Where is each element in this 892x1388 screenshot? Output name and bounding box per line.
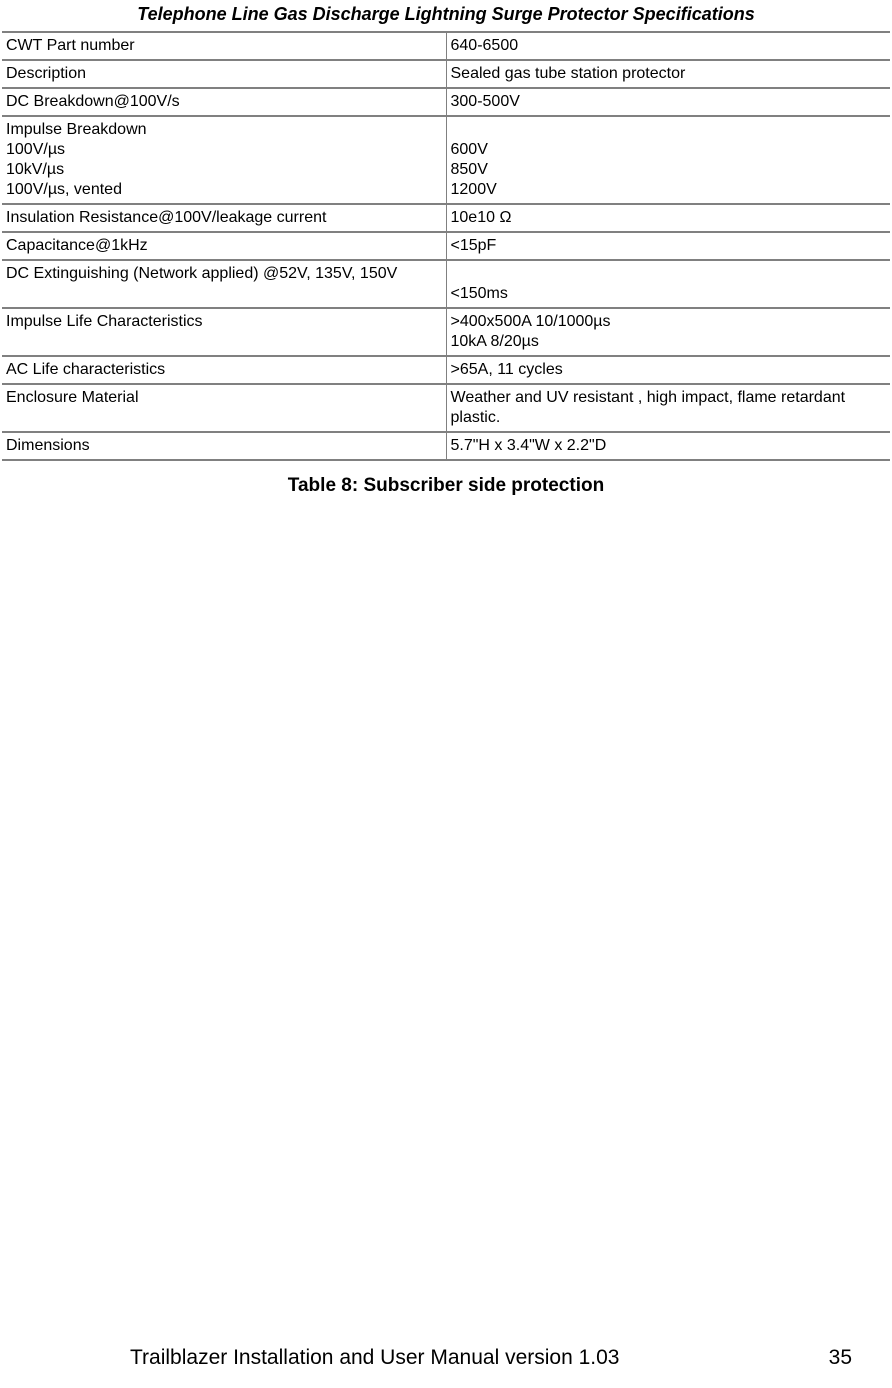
spec-label: Dimensions bbox=[2, 432, 446, 460]
spec-value: 640-6500 bbox=[446, 33, 890, 60]
table-row: Impulse Life Characteristics>400x500A 10… bbox=[2, 308, 890, 356]
table-row: Dimensions5.7"H x 3.4"W x 2.2"D bbox=[2, 432, 890, 460]
table-caption: Table 8: Subscriber side protection bbox=[2, 461, 890, 497]
spec-value: <15pF bbox=[446, 232, 890, 260]
spec-label: Description bbox=[2, 60, 446, 88]
table-row: AC Life characteristics>65A, 11 cycles bbox=[2, 356, 890, 384]
spec-label: DC Extinguishing (Network applied) @52V,… bbox=[2, 260, 446, 308]
spec-label: Insulation Resistance@100V/leakage curre… bbox=[2, 204, 446, 232]
spec-label: Impulse Life Characteristics bbox=[2, 308, 446, 356]
table-row: Insulation Resistance@100V/leakage curre… bbox=[2, 204, 890, 232]
spec-label: Impulse Breakdown 100V/µs 10kV/µs 100V/µ… bbox=[2, 116, 446, 204]
spec-value: <150ms bbox=[446, 260, 890, 308]
spec-label: CWT Part number bbox=[2, 33, 446, 60]
spec-label: AC Life characteristics bbox=[2, 356, 446, 384]
table-title: Telephone Line Gas Discharge Lightning S… bbox=[2, 0, 890, 33]
table-row: DC Extinguishing (Network applied) @52V,… bbox=[2, 260, 890, 308]
table-row: Capacitance@1kHz<15pF bbox=[2, 232, 890, 260]
spec-value: 10e10 Ω bbox=[446, 204, 890, 232]
footer-page-number: 35 bbox=[829, 1346, 852, 1370]
footer-text: Trailblazer Installation and User Manual… bbox=[130, 1346, 619, 1370]
table-row: DC Breakdown@100V/s300-500V bbox=[2, 88, 890, 116]
spec-label: Enclosure Material bbox=[2, 384, 446, 432]
spec-value: Sealed gas tube station protector bbox=[446, 60, 890, 88]
spec-label: DC Breakdown@100V/s bbox=[2, 88, 446, 116]
table-row: CWT Part number640-6500 bbox=[2, 33, 890, 60]
specifications-table: CWT Part number640-6500DescriptionSealed… bbox=[2, 33, 890, 461]
page-footer: Trailblazer Installation and User Manual… bbox=[0, 1346, 892, 1370]
spec-value: >65A, 11 cycles bbox=[446, 356, 890, 384]
table-row: Impulse Breakdown 100V/µs 10kV/µs 100V/µ… bbox=[2, 116, 890, 204]
spec-value: Weather and UV resistant , high impact, … bbox=[446, 384, 890, 432]
spec-value: 5.7"H x 3.4"W x 2.2"D bbox=[446, 432, 890, 460]
spec-value: >400x500A 10/1000µs 10kA 8/20µs bbox=[446, 308, 890, 356]
table-row: Enclosure MaterialWeather and UV resista… bbox=[2, 384, 890, 432]
spec-value: 300-500V bbox=[446, 88, 890, 116]
table-row: DescriptionSealed gas tube station prote… bbox=[2, 60, 890, 88]
spec-label: Capacitance@1kHz bbox=[2, 232, 446, 260]
spec-value: 600V 850V 1200V bbox=[446, 116, 890, 204]
